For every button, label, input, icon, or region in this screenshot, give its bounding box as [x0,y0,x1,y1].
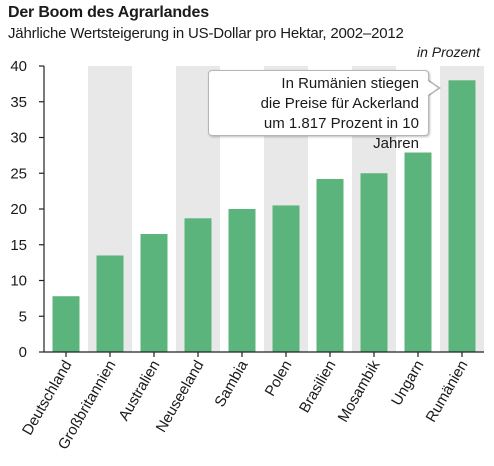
annotation-line: In Rumänien stiegen [281,75,419,92]
x-category-label: Brasilien [296,358,339,416]
x-category-label: Ungarn [388,358,427,409]
x-category-label: Rumänien [423,358,472,426]
x-category-label: Mosambik [335,357,384,425]
bars [52,80,476,353]
y-tick-label: 20 [10,201,27,218]
callout-pointer-fill [428,81,438,95]
y-tick-label: 35 [10,94,27,111]
bar [272,205,300,352]
y-tick-label: 40 [10,58,27,75]
annotation-callout: In Rumänien stiegen die Preise für Acker… [208,70,429,152]
bar [404,152,432,352]
y-tick-label: 25 [10,165,27,182]
y-axis: 0 5 10 15 20 25 30 35 40 [10,58,484,361]
bar [140,234,168,352]
y-tick-label: 15 [10,237,27,254]
x-axis-labels: DeutschlandGroßbritannienAustralienNeuse… [19,352,471,453]
annotation-line: die Preise für Ackerland [260,95,419,112]
bar [96,255,124,352]
annotation-line: um 1.817 Prozent in 10 Jahren [263,115,419,152]
x-category-label: Sambia [211,357,251,410]
y-tick-label: 0 [19,344,27,361]
bar [316,178,344,352]
x-category-label: Australien [115,358,163,424]
y-tick-label: 5 [19,308,27,325]
bar [448,80,476,353]
chart-title: Der Boom des Agrarlandes [8,4,209,21]
y-tick-label: 30 [10,130,27,147]
bar [360,173,388,352]
bar [52,296,80,352]
chart-subtitle: Jährliche Wertsteigerung in US-Dollar pr… [8,25,404,42]
unit-label: in Prozent [416,44,480,60]
bar [228,209,256,352]
y-tick-label: 10 [10,273,27,290]
bar [184,218,212,352]
x-category-label: Polen [262,358,296,400]
